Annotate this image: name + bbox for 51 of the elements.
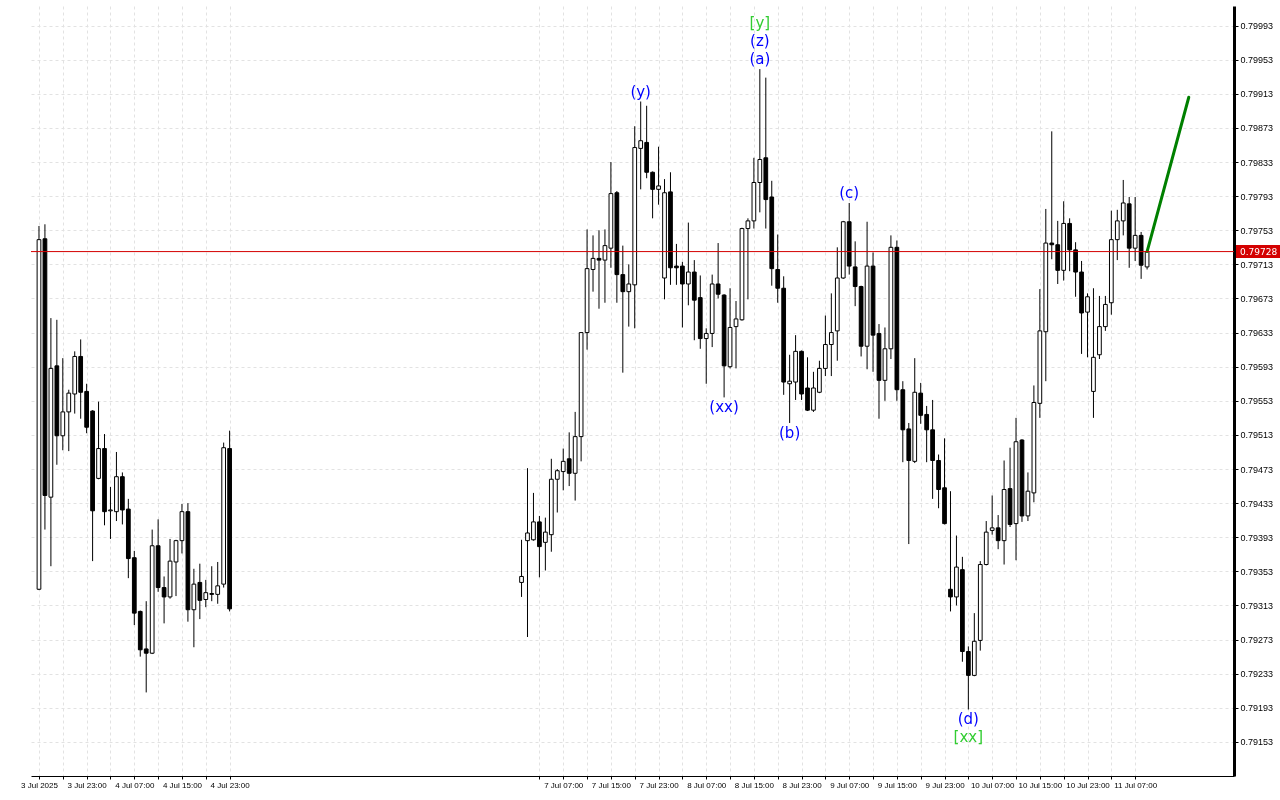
y-tick-label: 0.79193	[1240, 703, 1274, 714]
x-tick-label: 10 Jul 07:00	[970, 780, 1016, 790]
y-tick-label: 0.79313	[1240, 600, 1274, 611]
y-tick-label: 0.79753	[1240, 225, 1274, 236]
x-tick-label: 9 Jul 07:00	[830, 780, 870, 790]
x-tick-label: 8 Jul 23:00	[782, 780, 823, 790]
annotation: (z)	[750, 32, 770, 51]
annotation: [y]	[749, 14, 771, 33]
annotation: (d)	[957, 710, 979, 729]
annotation: (c)	[839, 183, 860, 202]
x-tick-label: 9 Jul 15:00	[877, 780, 918, 790]
x-tick-label: 7 Jul 15:00	[591, 780, 632, 790]
y-tick-label: 0.79953	[1240, 55, 1274, 66]
x-tick-label: 4 Jul 07:00	[115, 780, 155, 790]
x-tick-label: 10 Jul 15:00	[1018, 780, 1063, 790]
y-tick-label: 0.79473	[1240, 464, 1274, 475]
x-tick-label: 8 Jul 07:00	[687, 780, 727, 790]
y-tick-label: 0.79913	[1240, 89, 1274, 100]
x-tick-label: 7 Jul 07:00	[544, 780, 584, 790]
y-tick-label: 0.79673	[1240, 293, 1274, 304]
annotation: (y)	[630, 82, 651, 101]
y-tick-label: 0.79433	[1240, 498, 1274, 509]
x-tick-label: 7 Jul 23:00	[639, 780, 680, 790]
annotation: [xx]	[953, 728, 984, 747]
y-tick-label: 0.79633	[1240, 328, 1274, 339]
y-tick-label: 0.79553	[1240, 396, 1274, 407]
annotation: (b)	[779, 423, 801, 442]
y-tick-label: 0.79993	[1240, 21, 1274, 32]
y-tick-label: 0.79513	[1240, 430, 1274, 441]
y-tick-label: 0.79713	[1240, 259, 1274, 270]
x-tick-label: 8 Jul 15:00	[734, 780, 775, 790]
ref-line-label: 0.79728	[1240, 246, 1278, 257]
y-tick-label: 0.79833	[1240, 157, 1274, 168]
x-tick-label: 3 Jul 2025	[21, 780, 59, 790]
y-tick-label: 0.79793	[1240, 191, 1274, 202]
x-tick-label: 10 Jul 23:00	[1066, 780, 1111, 790]
x-tick-label: 4 Jul 23:00	[210, 780, 251, 790]
y-tick-label: 0.79153	[1240, 737, 1274, 748]
y-tick-label: 0.79353	[1240, 566, 1274, 577]
y-tick-label: 0.79873	[1240, 123, 1274, 134]
y-tick-label: 0.79393	[1240, 532, 1274, 543]
candlestick	[519, 539, 524, 598]
x-tick-label: 3 Jul 23:00	[67, 780, 108, 790]
y-tick-label: 0.79273	[1240, 635, 1274, 646]
x-tick-label: 11 Jul 07:00	[1114, 780, 1158, 790]
x-tick-label: 4 Jul 15:00	[162, 780, 203, 790]
y-tick-label: 0.79233	[1240, 669, 1274, 680]
y-tick-label: 0.79593	[1240, 362, 1274, 373]
annotation: (xx)	[709, 398, 739, 417]
x-tick-label: 9 Jul 23:00	[925, 780, 966, 790]
annotation: (a)	[749, 50, 771, 69]
